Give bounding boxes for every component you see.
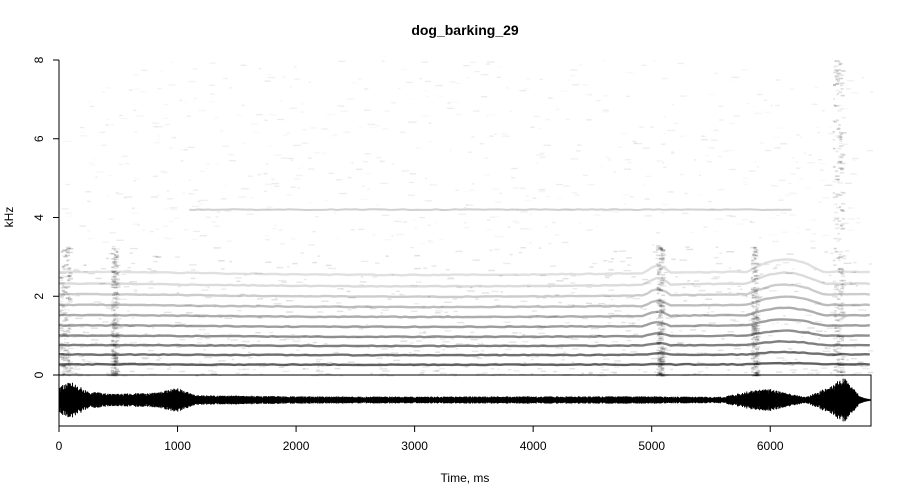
harmonic-band [58, 340, 870, 348]
harmonic-band [58, 361, 870, 367]
oscillogram-frame [58, 374, 872, 427]
harmonic-band [58, 258, 870, 277]
harmonic-band [58, 283, 870, 299]
x-tick-label: 5000 [638, 439, 665, 453]
y-tick-label: 2 [32, 293, 46, 300]
y-tick-label: 4 [32, 214, 46, 221]
x-tick-label: 3000 [401, 439, 428, 453]
harmonic-band [58, 350, 870, 357]
harmonic-band [189, 208, 792, 212]
x-axis-label: Time, ms [441, 471, 490, 485]
y-tick-label: 6 [32, 135, 46, 142]
bark-onset-energy [832, 60, 847, 377]
spectrogram-area [58, 60, 874, 377]
y-axis-label: kHz [2, 207, 16, 228]
x-tick-label: 4000 [520, 439, 547, 453]
x-tick-label: 6000 [757, 439, 784, 453]
y-tick-label: 8 [32, 56, 46, 63]
harmonic-band [58, 271, 870, 288]
harmonic-band [58, 329, 870, 339]
x-tick-label: 1000 [164, 439, 191, 453]
harmonic-band [58, 306, 870, 319]
x-tick-label: 2000 [283, 439, 310, 453]
harmonic-band [58, 295, 870, 309]
bark-onset-energy [110, 245, 121, 377]
y-tick-label: 0 [32, 371, 46, 378]
x-tick-label: 0 [56, 439, 63, 453]
harmonic-band [58, 318, 870, 329]
chart-title: dog_barking_29 [411, 22, 519, 38]
